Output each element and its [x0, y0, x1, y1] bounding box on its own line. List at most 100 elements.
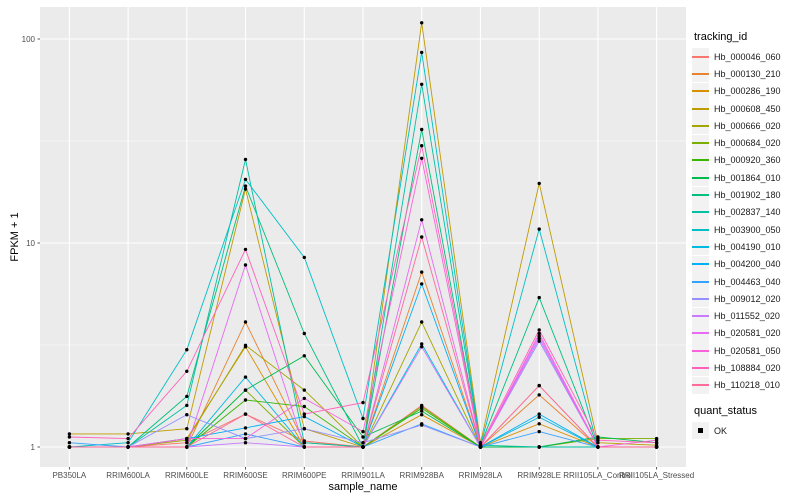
legend-label: Hb_000286_190	[714, 86, 781, 97]
legend-key-swatch	[692, 273, 709, 290]
data-point	[243, 436, 248, 441]
legend-key-line-icon	[692, 55, 709, 58]
legend-key-swatch	[692, 186, 709, 204]
data-point	[302, 445, 306, 449]
legend-title-tracking-id: tracking_id	[694, 31, 748, 43]
x-tick-label: RRII105LA_Control	[563, 471, 633, 480]
data-point	[302, 441, 306, 445]
legend-item: Hb_004200_040	[692, 255, 798, 273]
data-point	[361, 416, 365, 421]
legend-key-line-icon	[692, 194, 709, 197]
data-point	[361, 435, 365, 439]
x-tick-label: RRIM600SE	[223, 471, 267, 480]
legend-key-line-icon	[692, 263, 709, 266]
data-point	[302, 396, 306, 401]
legend-label: Hb_001902_180	[714, 190, 781, 201]
legend-label: Hb_004190_010	[714, 241, 781, 252]
legend-key-line-icon	[692, 176, 709, 179]
legend-key-line-icon	[692, 245, 709, 248]
legend-key-swatch	[692, 324, 709, 342]
data-point	[596, 445, 600, 449]
legend-label: OK	[714, 425, 728, 436]
data-point	[537, 429, 541, 434]
legend-key-swatch	[692, 134, 709, 152]
data-point	[537, 339, 541, 343]
legend-key-swatch	[692, 422, 709, 440]
data-point	[420, 21, 424, 25]
legend-key-swatch	[692, 65, 709, 83]
data-point	[185, 348, 189, 352]
legend-key-line-icon	[692, 280, 709, 283]
data-point	[537, 393, 541, 397]
legend-key-swatch	[692, 82, 709, 100]
data-point	[654, 438, 659, 442]
data-point	[243, 247, 248, 252]
data-point	[537, 415, 541, 419]
data-point	[243, 441, 248, 445]
x-tick-label: RRIM901LA	[341, 471, 385, 480]
legend-key-line-icon	[692, 315, 709, 318]
legend-label: Hb_020581_050	[714, 345, 781, 356]
data-point	[361, 445, 365, 449]
data-point	[67, 441, 72, 445]
data-point	[478, 441, 483, 445]
legend-item: Hb_020581_050	[692, 342, 798, 360]
x-tick-label: RRII105LA_Stressed	[619, 471, 694, 480]
data-point	[361, 400, 365, 405]
data-point	[420, 282, 424, 286]
legend-item: Hb_020581_020	[692, 324, 798, 342]
legend-item: Hb_004190_010	[692, 238, 798, 256]
data-point	[302, 388, 306, 392]
legend-key-line-icon	[692, 159, 709, 162]
data-point	[420, 413, 424, 417]
data-point	[420, 342, 424, 346]
data-point	[537, 227, 541, 231]
data-point	[185, 369, 189, 373]
legend-item: Hb_110218_010	[692, 376, 798, 394]
legend-key-swatch	[692, 48, 709, 66]
legend-key-swatch	[692, 117, 709, 135]
legend-key-swatch	[692, 221, 709, 239]
data-point	[302, 404, 306, 409]
data-point	[537, 181, 541, 186]
x-tick-label: RRIM928LA	[459, 471, 503, 480]
data-point	[302, 414, 306, 419]
data-point	[302, 331, 306, 336]
y-tick-label: 1	[31, 443, 36, 452]
legend-label: Hb_000666_020	[714, 120, 781, 131]
data-point	[420, 127, 424, 132]
legend-item: Hb_000684_020	[692, 134, 798, 152]
legend-title-quant-status: quant_status	[694, 404, 757, 417]
data-point	[126, 445, 130, 449]
legend-item: Hb_000920_360	[692, 151, 798, 169]
legend-label: Hb_110218_010	[714, 380, 780, 391]
legend-items-quant-status: OK	[692, 422, 798, 440]
data-point	[302, 354, 306, 358]
data-point	[185, 413, 189, 417]
data-point	[243, 263, 248, 267]
legend-item: Hb_001864_010	[692, 169, 798, 187]
legend-label: Hb_003900_050	[714, 224, 781, 235]
legend-key-swatch	[692, 151, 709, 169]
data-point	[243, 426, 248, 430]
legend-key-swatch	[692, 342, 709, 360]
data-point	[67, 435, 72, 439]
data-point	[537, 331, 541, 336]
legend-item: Hb_001902_180	[692, 186, 798, 204]
legend-label: Hb_011552_020	[714, 311, 780, 322]
legend-key-line-icon	[692, 349, 709, 352]
legend-label: Hb_002837_140	[714, 207, 781, 218]
data-point	[537, 445, 541, 449]
data-point	[537, 328, 541, 332]
data-point	[596, 438, 600, 442]
data-point	[185, 403, 189, 408]
y-tick-label: 100	[22, 35, 36, 44]
data-point	[537, 422, 541, 426]
legend-key-line-icon	[692, 90, 709, 93]
data-point	[126, 441, 130, 445]
legend-item: Hb_000130_210	[692, 65, 798, 83]
x-tick-label: RRIM600LA	[106, 471, 150, 480]
legend-key-swatch	[692, 169, 709, 187]
